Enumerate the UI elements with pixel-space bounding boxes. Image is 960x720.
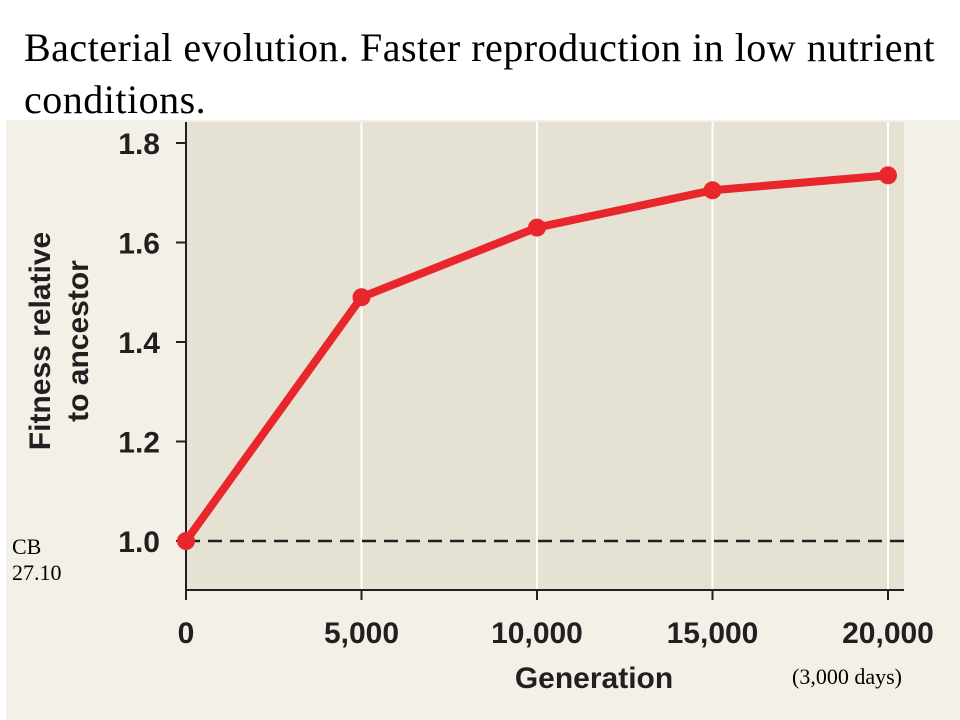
y-axis-title-line-1: Fitness relative — [24, 232, 57, 450]
figure-reference-number: 27.10 — [12, 560, 62, 585]
figure-reference-source: CB — [12, 534, 42, 559]
y-tick-label: 1.6 — [118, 228, 160, 261]
y-tick-label: 1.8 — [118, 128, 160, 161]
axes: 1.0 1.2 1.4 1.6 1.8 0 5,000 10,000 15,000 20,000 — [118, 122, 934, 650]
data-series — [177, 166, 897, 550]
data-point — [177, 532, 195, 550]
y-axis-title: Fitness relative to ancestor — [24, 232, 95, 450]
x-axis-title: Generation — [515, 662, 673, 695]
data-point — [703, 181, 722, 200]
x-tick-label: 20,000 — [842, 617, 934, 650]
data-point — [879, 166, 897, 185]
data-point — [352, 288, 371, 307]
x-tick-label: 15,000 — [667, 617, 759, 650]
figure-reference: CB 27.10 — [12, 534, 62, 586]
plot-area — [186, 122, 904, 590]
x-tick-label: 10,000 — [491, 617, 583, 650]
data-point — [528, 218, 546, 237]
y-tick-label: 1.2 — [118, 427, 160, 460]
slide-title: Bacterial evolution. Faster reproduction… — [24, 25, 936, 122]
x-tick-label: 5,000 — [324, 617, 399, 650]
grid-lines — [186, 122, 904, 590]
y-axis-title-line-2: to ancestor — [62, 260, 95, 422]
y-tick-label: 1.0 — [118, 526, 160, 559]
x-tick-label: 0 — [178, 617, 195, 650]
duration-note: (3,000 days) — [792, 664, 902, 689]
y-tick-label: 1.4 — [118, 327, 160, 360]
